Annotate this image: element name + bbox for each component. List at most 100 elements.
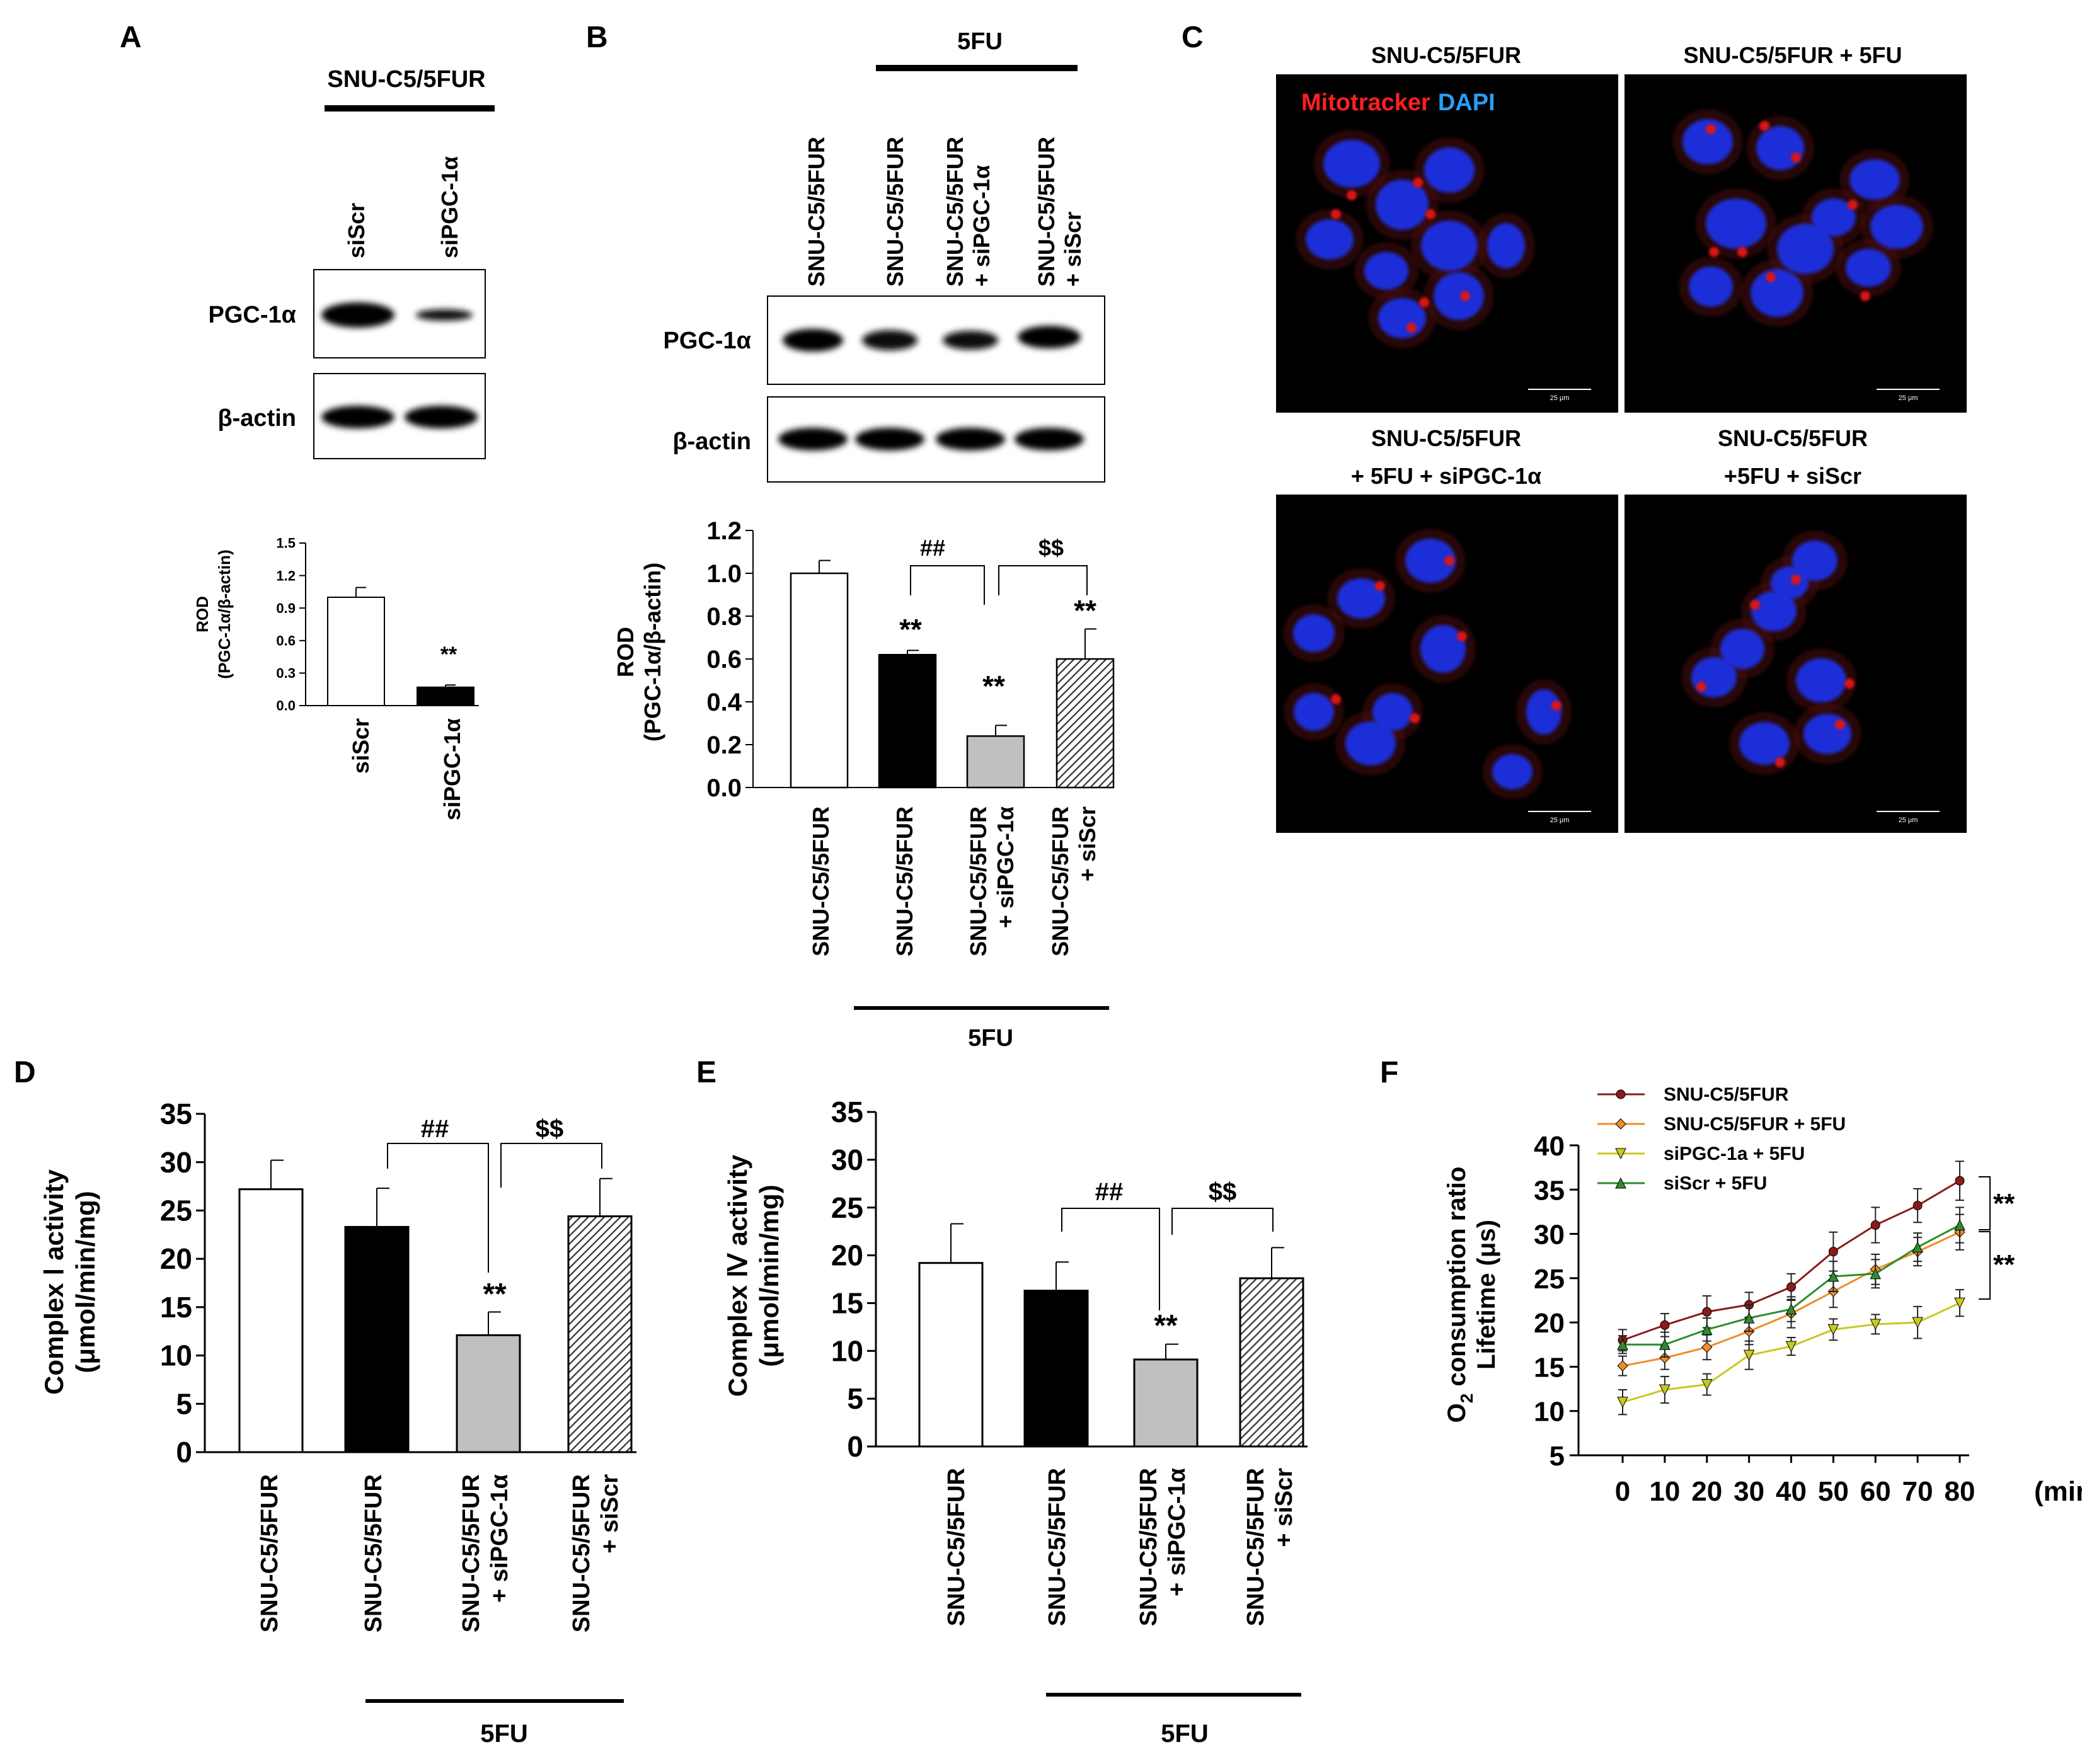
bar — [1133, 1358, 1199, 1448]
panel-b-sig: ** — [899, 613, 922, 646]
bar — [1023, 1290, 1089, 1448]
mitochondria — [1709, 247, 1719, 257]
y-tick-label: 35 — [160, 1097, 192, 1130]
y-tick-label: 0.9 — [276, 600, 296, 616]
blot-band — [855, 428, 924, 450]
panel-b-lane-label: + siScr — [1060, 212, 1086, 287]
nucleus — [1870, 205, 1923, 249]
panel-b-ylabel: (PGC-1α/β-actin) — [640, 563, 665, 742]
panel-e-bracket — [1061, 1208, 1160, 1310]
dapi-label: DAPI — [1438, 89, 1495, 116]
bar — [790, 572, 849, 789]
x-tick-label: 20 — [1691, 1476, 1722, 1507]
legend-label: siScr + 5FU — [1664, 1173, 1767, 1194]
panel-f-sig-bracket — [1979, 1231, 1991, 1300]
y-tick-label: 15 — [1534, 1352, 1565, 1383]
panel-a-blot-label: PGC-1α — [209, 302, 297, 328]
x-tick-label: 80 — [1945, 1476, 1976, 1507]
nucleus — [1345, 721, 1396, 765]
x-tick-label: 10 — [1649, 1476, 1680, 1507]
panel-b-xlabel: SNU-C5/5FUR — [892, 806, 917, 956]
panel-letter-f: F — [1380, 1056, 1398, 1089]
data-point — [1615, 1118, 1626, 1130]
mitochondria — [1791, 152, 1801, 163]
panel-e-bracket-label: $$ — [1209, 1178, 1237, 1206]
panel-e-xlabel: SNU-C5/5FUR — [1243, 1468, 1269, 1626]
nucleus — [1812, 198, 1856, 236]
panel-d-ylabel: Complex Ⅰ activity — [39, 1169, 69, 1394]
nucleus — [1682, 119, 1733, 164]
nucleus — [1796, 658, 1846, 702]
scale-bar-label: 25 μm — [1550, 394, 1570, 402]
panel-a-xlabel: siPGC-1α — [439, 718, 465, 820]
y-tick-label: 25 — [831, 1191, 863, 1224]
panel-b-bracket-label: $$ — [1038, 535, 1064, 561]
panel-c-title: +5FU + siScr — [1724, 463, 1861, 489]
data-point — [1912, 1201, 1923, 1211]
legend-label: siPGC-1a + 5FU — [1664, 1143, 1805, 1164]
y-tick-label: 20 — [160, 1242, 192, 1275]
panel-letter-c: C — [1182, 21, 1204, 54]
mitotracker-label: Mitotracker — [1301, 89, 1430, 116]
data-point — [1617, 1397, 1628, 1408]
panel-f-sig: ** — [1993, 1249, 2015, 1280]
mitochondria — [1331, 694, 1341, 704]
y-tick-label: 0 — [847, 1430, 863, 1463]
panel-e-chart: 0 5 10 15 20 25 30 35 — [831, 1096, 1308, 1463]
y-tick-label: 30 — [160, 1146, 192, 1179]
mitochondria — [1737, 247, 1747, 257]
data-point — [1660, 1320, 1670, 1330]
mitochondria — [1706, 124, 1716, 134]
bar — [878, 653, 937, 789]
blot-band — [1018, 326, 1081, 348]
y-tick-label: 5 — [847, 1382, 863, 1415]
data-point — [1912, 1317, 1923, 1329]
x-tick-label: 50 — [1818, 1476, 1849, 1507]
mitochondria — [1460, 291, 1470, 301]
data-point — [1615, 1177, 1626, 1189]
nucleus — [1689, 266, 1733, 307]
mitochondria — [1844, 679, 1855, 689]
mitochondria — [1457, 631, 1467, 641]
blot-band — [943, 331, 998, 350]
nucleus — [1526, 689, 1562, 735]
y-tick-label: 0.4 — [706, 689, 742, 716]
panel-d-bracket-label: $$ — [536, 1115, 564, 1143]
panel-b-lane-label: + siPGC-1α — [969, 165, 994, 287]
y-tick-label: 1.0 — [706, 560, 742, 588]
mitochondria — [1791, 575, 1801, 585]
data-point — [1785, 1341, 1797, 1353]
nucleus — [1771, 566, 1809, 599]
panel-letter-b: B — [586, 21, 608, 54]
panel-b-lane-label: SNU-C5/5FUR — [803, 137, 829, 287]
data-point — [1743, 1349, 1755, 1361]
data-point — [1702, 1307, 1712, 1317]
y-tick-label: 25 — [160, 1194, 192, 1227]
data-point — [1659, 1384, 1671, 1396]
mitochondria — [1696, 682, 1706, 692]
data-point — [1912, 1241, 1923, 1253]
panel-d-xlabel: SNU-C5/5FUR — [360, 1474, 387, 1632]
data-point — [1701, 1324, 1713, 1335]
y-tick-label: 0.2 — [706, 731, 742, 759]
nucleus — [1492, 754, 1533, 789]
mitochondria — [1425, 209, 1435, 219]
panel-b-bracket — [910, 565, 985, 605]
nucleus — [1777, 224, 1834, 274]
panel-e-xlabel: SNU-C5/5FUR — [1136, 1468, 1162, 1626]
data-point — [1616, 1089, 1626, 1099]
panel-f-sig: ** — [1993, 1188, 2015, 1219]
panel-b-sig: ** — [982, 670, 1005, 702]
panel-b-chart: 0.0 0.2 0.4 0.6 0.8 1.0 1.2 — [706, 517, 1115, 802]
legend-label: SNU-C5/5FUR — [1664, 1084, 1789, 1105]
panel-d-chart: 0 5 10 15 20 25 30 35 — [160, 1097, 636, 1469]
panel-b-blot-label: PGC-1α — [664, 328, 752, 354]
bar — [238, 1188, 304, 1453]
scalebars — [1528, 389, 1940, 812]
mitochondria — [1775, 757, 1785, 767]
panel-letter-e: E — [696, 1056, 716, 1089]
y-tick-label: 1.2 — [276, 568, 296, 583]
blot-band — [936, 428, 1005, 450]
nucleus — [1756, 126, 1804, 170]
scale-bar-label: 25 μm — [1899, 816, 1918, 824]
